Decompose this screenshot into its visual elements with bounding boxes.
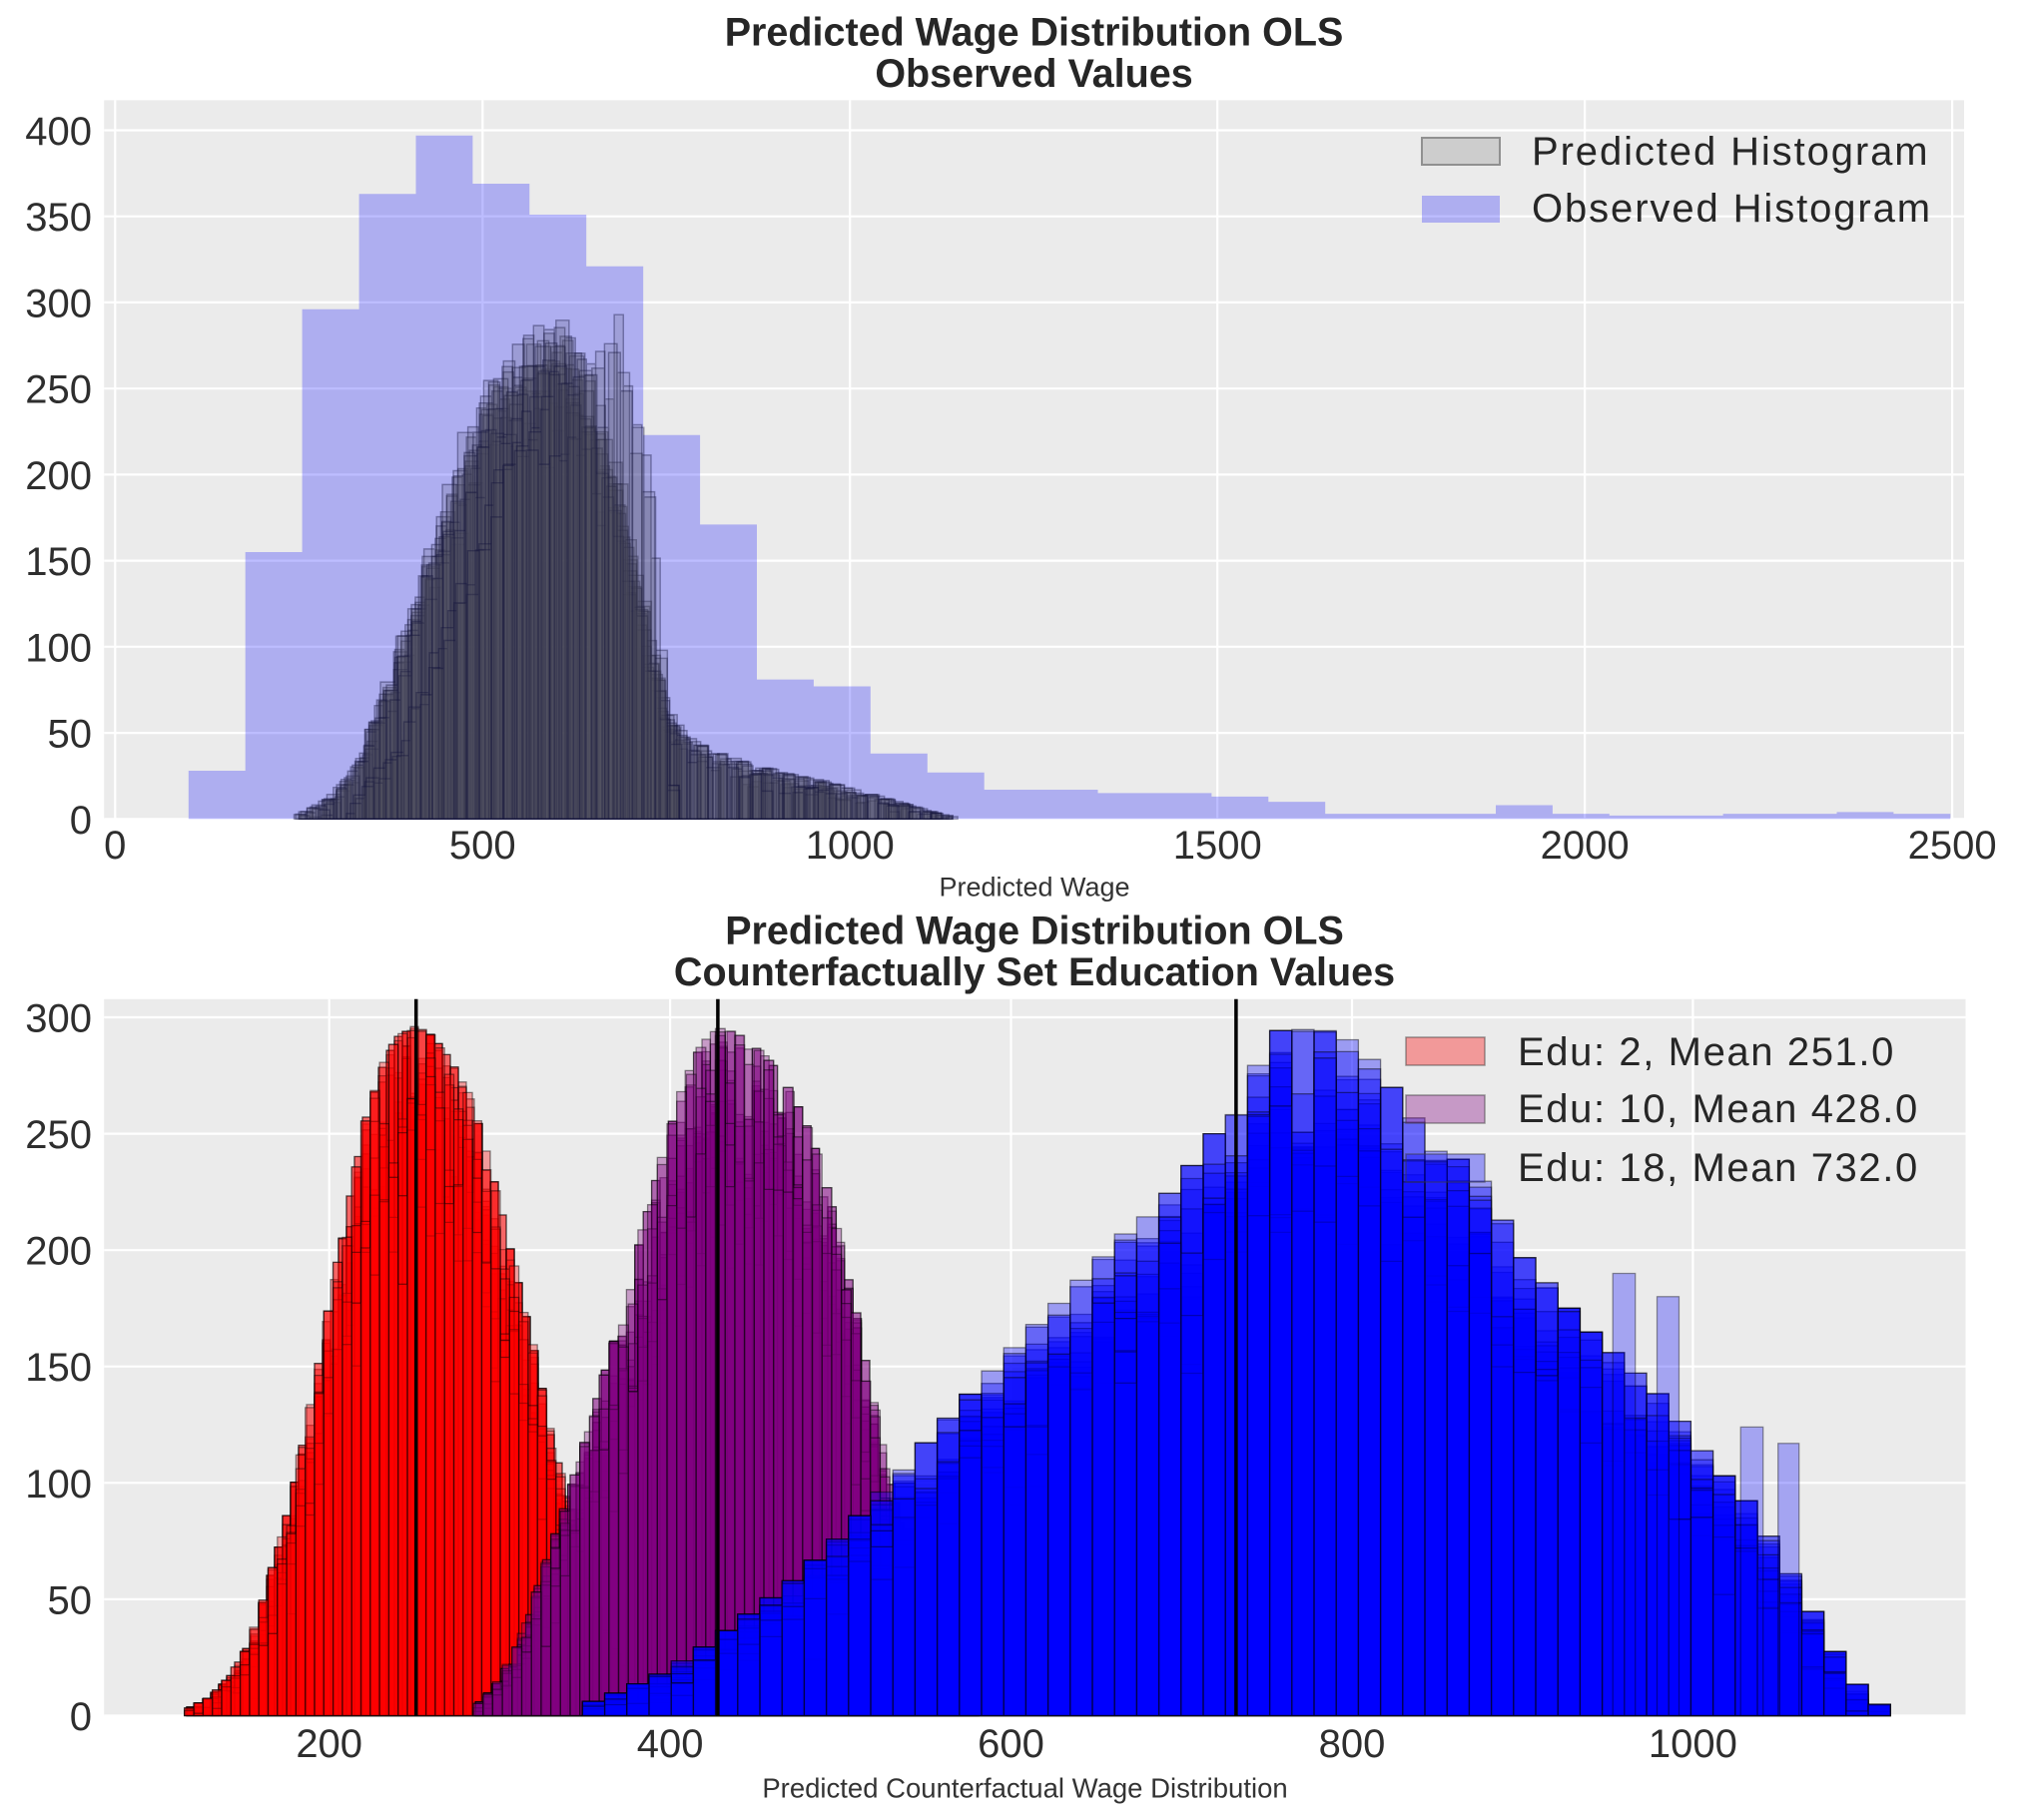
svg-text:50: 50 bbox=[48, 1578, 93, 1622]
svg-text:200: 200 bbox=[296, 1722, 362, 1766]
svg-text:250: 250 bbox=[25, 1113, 92, 1157]
svg-text:0: 0 bbox=[70, 799, 92, 843]
svg-text:Counterfactually Set Education: Counterfactually Set Education Values bbox=[674, 950, 1395, 994]
svg-text:1500: 1500 bbox=[1173, 824, 1262, 868]
svg-text:Edu: 18, Mean 732.0: Edu: 18, Mean 732.0 bbox=[1518, 1146, 1919, 1190]
svg-text:300: 300 bbox=[25, 997, 92, 1041]
svg-text:100: 100 bbox=[25, 1463, 92, 1507]
svg-text:Predicted Wage Distribution OL: Predicted Wage Distribution OLS bbox=[725, 11, 1344, 55]
svg-text:Predicted Wage Distribution OL: Predicted Wage Distribution OLS bbox=[725, 910, 1344, 953]
svg-text:100: 100 bbox=[25, 626, 92, 670]
svg-text:Observed Histogram: Observed Histogram bbox=[1532, 187, 1932, 231]
svg-text:0: 0 bbox=[70, 1695, 92, 1739]
svg-text:150: 150 bbox=[25, 1346, 92, 1390]
svg-text:600: 600 bbox=[978, 1722, 1044, 1766]
svg-text:500: 500 bbox=[449, 824, 516, 868]
svg-text:Edu: 10, Mean 428.0: Edu: 10, Mean 428.0 bbox=[1518, 1087, 1919, 1131]
svg-text:2500: 2500 bbox=[1908, 824, 1997, 868]
svg-text:1000: 1000 bbox=[806, 824, 895, 868]
svg-text:400: 400 bbox=[637, 1722, 704, 1766]
svg-text:0: 0 bbox=[104, 824, 126, 868]
svg-text:200: 200 bbox=[25, 454, 92, 498]
svg-text:350: 350 bbox=[25, 196, 92, 240]
svg-text:Observed Values: Observed Values bbox=[875, 52, 1192, 96]
svg-text:Predicted Counterfactual Wage: Predicted Counterfactual Wage Distributi… bbox=[762, 1773, 1287, 1804]
svg-text:200: 200 bbox=[25, 1230, 92, 1274]
svg-text:250: 250 bbox=[25, 368, 92, 412]
svg-text:50: 50 bbox=[48, 713, 93, 757]
svg-text:Edu: 2, Mean 251.0: Edu: 2, Mean 251.0 bbox=[1518, 1030, 1895, 1074]
svg-text:800: 800 bbox=[1319, 1722, 1386, 1766]
svg-text:Predicted Wage: Predicted Wage bbox=[939, 873, 1129, 903]
svg-text:1000: 1000 bbox=[1649, 1722, 1737, 1766]
svg-text:Predicted Histogram: Predicted Histogram bbox=[1532, 130, 1929, 174]
svg-text:300: 300 bbox=[25, 282, 92, 325]
svg-text:400: 400 bbox=[25, 110, 92, 154]
svg-text:2000: 2000 bbox=[1541, 824, 1630, 868]
svg-text:150: 150 bbox=[25, 540, 92, 584]
